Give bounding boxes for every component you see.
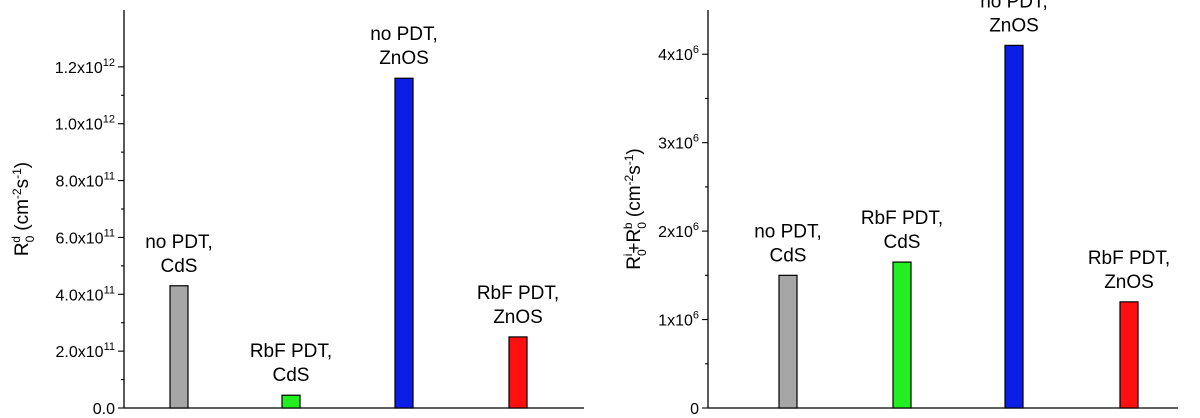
- chart-recombination-rate-d: 0.0 2.0x1011 4.0x1011 6.0x1011 8.0x1011 1.0x1…: [9, 10, 584, 418]
- bar-rbf-pdt-cds: [281, 394, 301, 409]
- bar-no-pdt-znos: [1004, 44, 1024, 409]
- y-tick-label: 1.2x1012: [55, 57, 115, 77]
- bar-label: RbF PDT,: [1088, 248, 1170, 269]
- bar-label: no PDT,: [370, 24, 438, 45]
- bar-label: CdS: [884, 232, 921, 253]
- bar-label: ZnOS: [379, 48, 429, 69]
- bar-label: CdS: [161, 256, 198, 277]
- y-axis-title: R0d (cm-2s-1): [9, 162, 37, 256]
- bar-label: no PDT,: [980, 0, 1048, 12]
- y-axis-title: R0i+R0b (cm-2s-1): [621, 148, 649, 269]
- y-tick-label: 1x106: [658, 310, 699, 330]
- bar-rbf-pdt-znos: [508, 336, 528, 409]
- bar-label: no PDT,: [145, 232, 213, 253]
- bar-label: RbF PDT,: [477, 283, 559, 304]
- y-tick-label: 0.0: [93, 401, 115, 418]
- bar-label: no PDT,: [754, 221, 822, 242]
- bar-no-pdt-cds: [778, 274, 798, 409]
- bar-rbf-pdt-znos: [1119, 301, 1139, 409]
- y-tick-label: 0: [690, 401, 699, 418]
- y-tick-label: 2.0x1011: [56, 341, 115, 361]
- svg-text:R0i+R0b (cm-2s-1): R0i+R0b (cm-2s-1): [621, 148, 649, 269]
- y-tick-label: 3x106: [658, 133, 699, 153]
- chart-recombination-rate-i-b: 0 1x106 2x106 3x106 4x106 R0i+R0b (cm-2s-1) no…: [621, 0, 1178, 418]
- y-tick-label: 1.0x1012: [55, 114, 115, 134]
- y-tick-label: 4.0x1011: [56, 284, 115, 304]
- y-tick-label: 6.0x1011: [56, 227, 115, 247]
- y-tick-label: 4x106: [658, 44, 699, 64]
- bar-label: RbF PDT,: [861, 208, 943, 229]
- bar-no-pdt-cds: [169, 285, 189, 409]
- bar-label: ZnOS: [1104, 272, 1154, 293]
- svg-text:R0d (cm-2s-1): R0d (cm-2s-1): [9, 162, 37, 256]
- bar-label: ZnOS: [989, 15, 1039, 36]
- bar-label: CdS: [273, 365, 310, 386]
- y-tick-label: 2x106: [658, 221, 699, 241]
- bar-no-pdt-znos: [394, 77, 414, 409]
- bar-label: ZnOS: [493, 307, 543, 328]
- y-tick-label: 8.0x1011: [56, 171, 115, 191]
- bar-label: RbF PDT,: [250, 341, 332, 362]
- bar-rbf-pdt-cds: [892, 261, 912, 409]
- bar-label: CdS: [770, 245, 807, 266]
